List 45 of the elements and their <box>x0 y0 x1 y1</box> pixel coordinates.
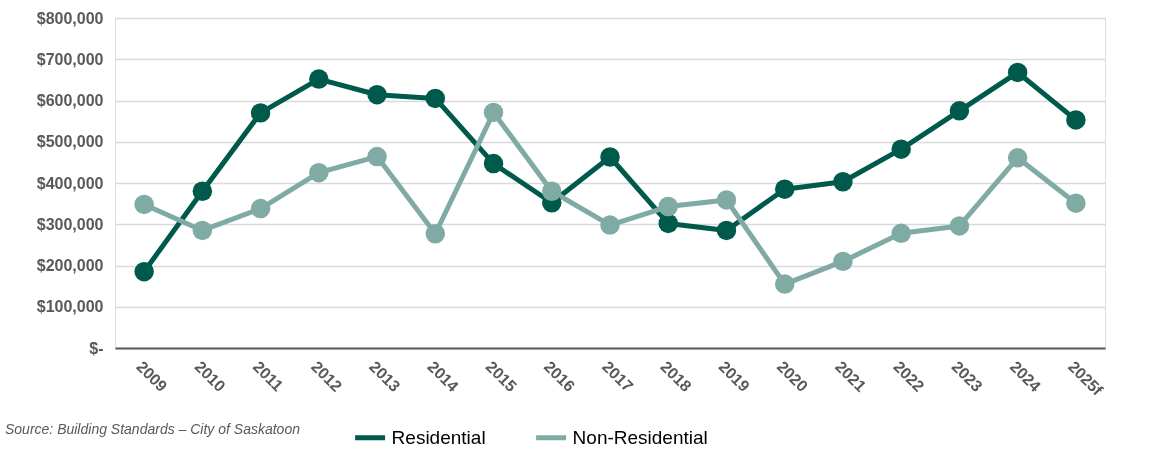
y-tick-label: $300,000 <box>36 215 104 233</box>
point <box>774 179 795 199</box>
point <box>483 153 504 174</box>
point <box>483 102 504 123</box>
point <box>600 147 620 167</box>
point <box>716 190 737 210</box>
point <box>1007 148 1028 168</box>
point <box>367 146 387 167</box>
point <box>833 172 853 192</box>
point <box>134 194 154 215</box>
point <box>774 274 795 294</box>
point <box>367 85 387 105</box>
point <box>658 196 678 217</box>
legend-label: Residential <box>391 426 486 448</box>
y-tick-label: $600,000 <box>36 92 104 109</box>
y-tick-label: $500,000 <box>36 133 104 151</box>
point <box>1066 193 1086 213</box>
y-tick-label: $200,000 <box>36 257 104 274</box>
point <box>600 215 620 235</box>
point <box>134 261 154 282</box>
point <box>425 224 446 244</box>
y-tick-label: $800,000 <box>36 9 104 27</box>
point <box>949 216 970 236</box>
point <box>250 198 271 219</box>
point <box>425 88 446 109</box>
point <box>891 139 911 159</box>
point <box>192 220 213 241</box>
point <box>542 181 562 201</box>
point <box>309 69 329 89</box>
point <box>192 181 213 201</box>
y-tick-label: $- <box>89 339 104 357</box>
y-tick-label: $100,000 <box>36 298 104 316</box>
y-tick-label: $700,000 <box>36 50 104 68</box>
source-note: Source: Building Standards – City of Saskatoon <box>5 421 301 437</box>
legend-label: Non-Residential <box>572 426 708 448</box>
point <box>716 220 737 241</box>
point <box>309 162 329 183</box>
point <box>949 101 970 121</box>
point <box>250 103 271 123</box>
point <box>1066 110 1086 130</box>
point <box>1007 62 1028 83</box>
point <box>833 251 853 272</box>
y-tick-label: $400,000 <box>36 174 104 192</box>
point <box>891 223 911 244</box>
point <box>658 213 678 234</box>
